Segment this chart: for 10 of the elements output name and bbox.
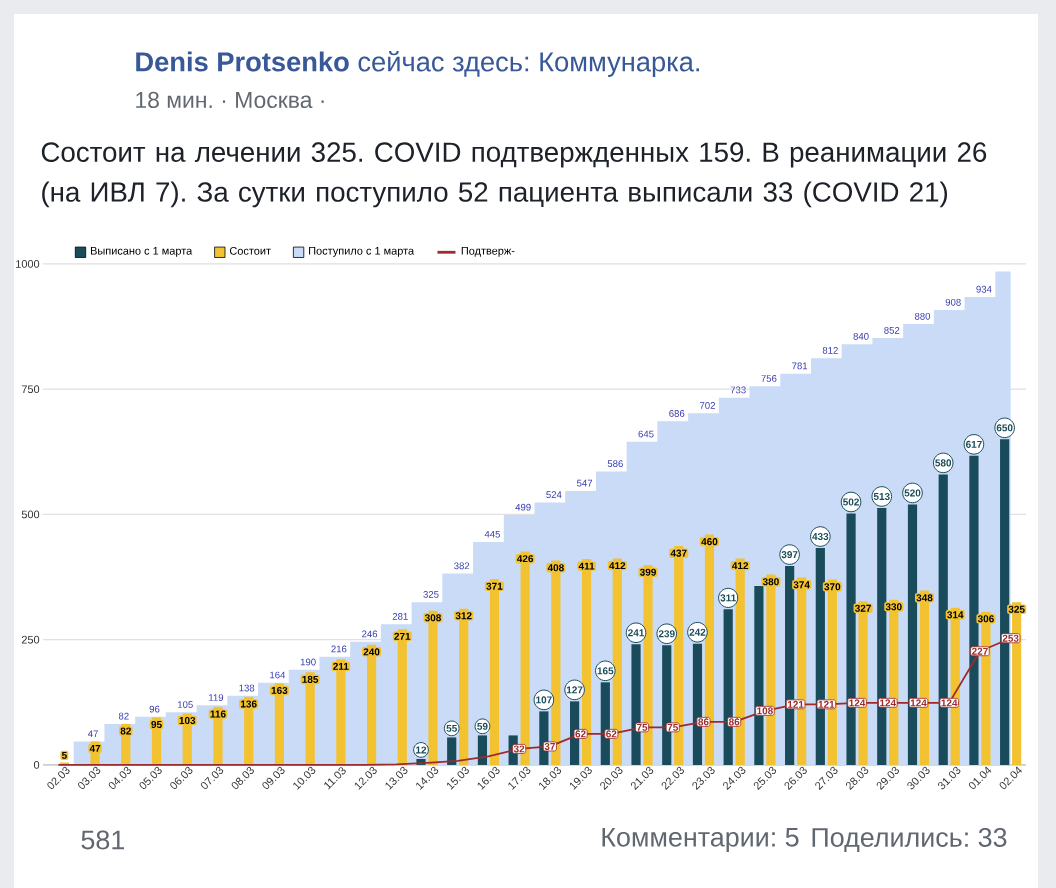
text: Поделились: 33 xyxy=(812,827,1007,853)
bar xyxy=(397,629,407,765)
bar xyxy=(459,608,469,765)
chart-title: Состоит на лечении 325. COVID подтвержденных 159. В реанимации 26 (на ИВЛ 7). За сутки поступило 52 пациента выписали 33 (COVID 21) xyxy=(41,142,987,208)
text: 581 xyxy=(81,830,124,850)
bar xyxy=(428,610,438,765)
text: Denis Protsenko сейчас здесь: Коммунарка. xyxy=(136,50,699,77)
text: Комментарии: 5 xyxy=(602,827,799,853)
bar xyxy=(489,579,500,765)
text: 18 мин. · Москва · xyxy=(136,91,324,109)
